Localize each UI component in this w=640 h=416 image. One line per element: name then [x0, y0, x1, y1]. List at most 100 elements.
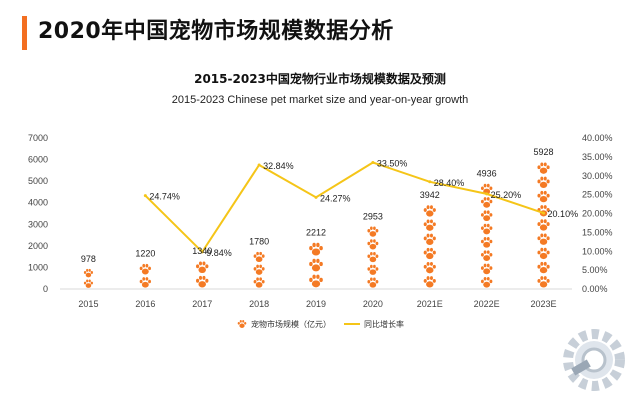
bar-2021E [423, 205, 436, 288]
bar-value-label: 4936 [477, 169, 497, 179]
paw-print-icon [139, 277, 151, 288]
paw-print-icon [423, 233, 436, 245]
bar-value-label: 2953 [363, 211, 383, 221]
legend-bar-swatch-icon [237, 319, 247, 328]
bar-2023E [537, 162, 550, 288]
y-right-tick-label: 40.00% [582, 133, 613, 143]
bar-2019 [309, 242, 323, 288]
bar-2020 [367, 226, 379, 288]
bar-value-label: 1220 [135, 249, 155, 259]
page-title: 2020年中国宠物市场规模数据分析 [38, 19, 394, 44]
growth-rate-label: 33.50% [377, 159, 408, 169]
growth-rate-label: 32.84% [263, 161, 294, 171]
growth-rate-point [371, 161, 375, 165]
growth-rate-point [143, 194, 147, 198]
paw-print-icon [537, 176, 550, 189]
paw-print-icon [537, 219, 550, 231]
paw-print-icon [367, 251, 379, 263]
paw-print-icon [480, 237, 493, 248]
x-tick-label: 2017 [192, 299, 212, 309]
paw-print-icon [480, 250, 493, 261]
paw-print-icon [309, 258, 323, 272]
paw-print-icon [537, 247, 550, 260]
paw-print-icon [480, 276, 493, 288]
growth-rate-point [428, 180, 432, 184]
gear-logo-icon [563, 329, 625, 391]
paw-print-icon [537, 233, 550, 245]
x-tick-label: 2020 [363, 299, 383, 309]
bar-2017 [196, 261, 209, 288]
chart-subtitle: 2015-2023 Chinese pet market size and ye… [171, 94, 469, 106]
bar-2016 [139, 263, 151, 288]
paw-print-icon [537, 276, 550, 288]
paw-print-icon [367, 226, 379, 237]
x-tick-label: 2016 [135, 299, 155, 309]
paw-print-icon [253, 251, 265, 263]
y-left-tick-label: 1000 [28, 262, 48, 272]
paw-print-icon [537, 190, 550, 203]
growth-rate-point [200, 250, 204, 254]
paw-print-icon [367, 239, 379, 250]
x-tick-label: 2021E [417, 299, 443, 309]
bar-value-label: 2212 [306, 227, 326, 237]
paw-print-icon [139, 263, 151, 275]
y-right-tick-label: 20.00% [582, 209, 613, 219]
y-left-tick-label: 5000 [28, 176, 48, 186]
y-left-tick-label: 2000 [28, 241, 48, 251]
paw-print-icon [196, 275, 209, 288]
x-tick-label: 2019 [306, 299, 326, 309]
y-right-tick-label: 35.00% [582, 152, 613, 162]
bar-value-label: 5928 [534, 147, 554, 157]
growth-rate-label: 24.74% [149, 192, 180, 202]
y-right-tick-label: 10.00% [582, 246, 613, 256]
y-right-tick-label: 25.00% [582, 190, 613, 200]
growth-rate-label: 24.27% [320, 193, 351, 203]
bar-value-label: 1340 [192, 246, 212, 256]
paw-print-icon [423, 262, 436, 274]
paw-print-icon [423, 247, 436, 260]
growth-rate-line [144, 161, 544, 254]
paw-print-icon [480, 210, 493, 222]
paw-print-icon [367, 277, 379, 288]
growth-rate-point [257, 163, 261, 167]
paw-print-icon [83, 268, 93, 278]
bar-value-label: 3942 [420, 190, 440, 200]
accent-bar [22, 16, 27, 50]
growth-rate-point [542, 211, 546, 215]
paw-print-icon [537, 261, 550, 274]
y-right-tick-label: 5.00% [582, 265, 608, 275]
x-tick-label: 2023E [531, 299, 557, 309]
y-right-tick-label: 15.00% [582, 227, 613, 237]
x-tick-label: 2018 [249, 299, 269, 309]
growth-rate-label: 25.20% [491, 190, 522, 200]
y-left-tick-label: 3000 [28, 219, 48, 229]
y-left-tick-label: 7000 [28, 133, 48, 143]
paw-print-icon [423, 205, 436, 217]
chart-title: 2015-2023中国宠物行业市场规模数据及预测 [194, 72, 446, 86]
paw-print-icon [196, 261, 209, 274]
y-right-tick-label: 0.00% [582, 284, 608, 294]
paw-print-icon [367, 264, 379, 275]
paw-print-icon [480, 223, 493, 235]
x-tick-label: 2022E [474, 299, 500, 309]
y-left-tick-label: 4000 [28, 198, 48, 208]
page-header: 2020年中国宠物市场规模数据分析 [0, 0, 640, 62]
paw-print-icon [253, 264, 265, 275]
paw-print-icon [83, 279, 93, 288]
bar-value-label: 1780 [249, 237, 269, 247]
paw-print-icon [253, 277, 265, 288]
legend-bar-label: 宠物市场规模（亿元） [251, 319, 331, 329]
bar-2015 [83, 268, 93, 288]
paw-print-icon [309, 242, 323, 256]
growth-rate-label: 20.10% [548, 209, 579, 219]
paw-print-icon [309, 274, 323, 288]
paw-print-icon [537, 162, 550, 174]
growth-rate-label: 28.40% [434, 178, 465, 188]
legend-line-label: 同比增长率 [364, 319, 404, 329]
growth-rate-label: 9.84% [206, 248, 232, 258]
growth-rate-point [485, 192, 489, 196]
y-left-tick-label: 6000 [28, 155, 48, 165]
bar-2018 [253, 251, 265, 288]
bar-value-label: 978 [81, 254, 96, 264]
